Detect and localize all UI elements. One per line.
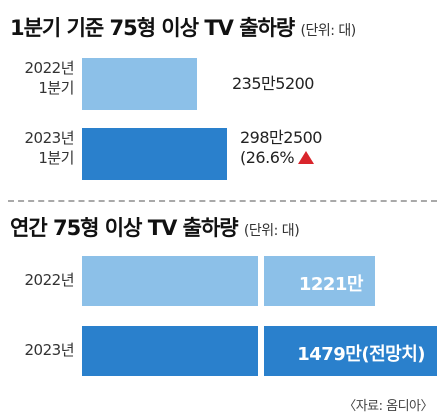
chart-title-quarterly: 1분기 기준 75형 이상 TV 출하량 (단위: 대)	[10, 12, 356, 42]
change-text-wrap: (26.6%	[240, 148, 322, 168]
unit-label: (단위: 대)	[300, 23, 356, 39]
chart-title-annual: 연간 75형 이상 TV 출하량 (단위: 대)	[10, 212, 300, 242]
value-label-2022q1: 235만5200	[232, 74, 314, 93]
row-label-line2: 1분기	[38, 149, 74, 167]
value-label-2023q1: 298만2500 (26.6%	[240, 128, 322, 168]
title-text: 연간 75형 이상 TV 출하량	[10, 216, 239, 240]
source-note: 〈자료: 옴디아〉	[343, 399, 433, 414]
unit-label: (단위: 대)	[243, 223, 300, 239]
value-label-2023: 1479만(전망치)	[297, 344, 425, 365]
title-text: 1분기 기준 75형 이상 TV 출하량	[10, 16, 295, 40]
change-text: (26.6%	[240, 148, 295, 167]
row-label-line1: 2023년	[24, 129, 75, 147]
bar-break	[258, 326, 264, 376]
value-label-2022: 1221만	[298, 274, 364, 295]
section-divider	[8, 200, 437, 202]
value-text: 298만2500	[240, 128, 322, 147]
row-label-2023: 2023년	[24, 341, 75, 359]
row-label-2022q1: 2022년 1분기	[8, 58, 75, 98]
up-arrow-icon	[298, 151, 315, 164]
row-label-line2: 1분기	[38, 79, 74, 97]
row-label-2023q1: 2023년 1분기	[8, 128, 75, 168]
bar-2022q1	[82, 58, 197, 110]
bar-break	[258, 256, 264, 306]
row-label-line1: 2022년	[24, 59, 75, 77]
row-label-2022: 2022년	[24, 271, 75, 289]
bar-2023q1	[82, 128, 227, 180]
bar-2022	[82, 256, 375, 306]
